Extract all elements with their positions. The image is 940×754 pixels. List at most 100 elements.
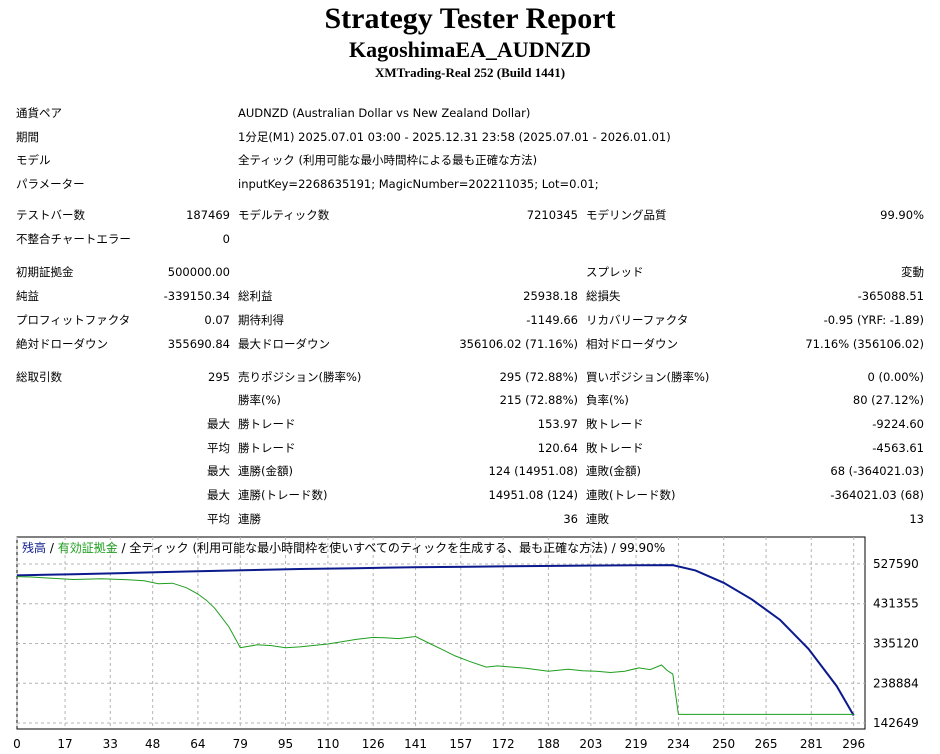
stat-value: 14951.08 (124) <box>488 488 578 502</box>
stat-label: 期待利得 <box>238 313 284 327</box>
stat-value: 99.90% <box>880 208 924 222</box>
stat-value: -9224.60 <box>872 417 924 431</box>
qualifier-label: 最大 <box>207 488 230 502</box>
stat-value: -364021.03 (68) <box>830 488 924 502</box>
x-tick-label: 126 <box>362 737 385 751</box>
x-tick-label: 265 <box>755 737 778 751</box>
legend-separator: / <box>46 541 58 555</box>
stat-label: プロフィットファクタ <box>16 313 131 327</box>
balance-equity-chart: 527590 431355 335120 238884 142649 0 17 33 48 64… <box>13 536 919 751</box>
stat-label: 買いポジション(勝率%) <box>586 370 710 384</box>
y-tick-label: 142649 <box>873 716 919 730</box>
stat-value: 153.97 <box>537 417 578 431</box>
ea-symbol-title: KagoshimaEA_AUDNZD <box>348 37 592 62</box>
symbol-label: 通貨ペア <box>16 106 62 120</box>
stat-value: 71.16% (356106.02) <box>805 337 924 351</box>
stat-value: 187469 <box>186 208 230 222</box>
qualifier-label: 最大 <box>207 464 230 478</box>
stat-value: 25938.18 <box>523 289 578 303</box>
stat-label: 負率(%) <box>586 393 629 407</box>
stat-label: 売りポジション(勝率%) <box>238 370 362 384</box>
plot-frame <box>16 536 866 730</box>
stat-value: 68 (-364021.03) <box>830 464 924 478</box>
stat-label: 連勝(トレード数) <box>238 488 328 502</box>
stat-value: 80 (27.12%) <box>852 393 924 407</box>
stat-label: 総損失 <box>586 289 621 303</box>
model-label: モデル <box>16 153 51 167</box>
period-value: 1分足(M1) 2025.07.01 03:00 - 2025.12.31 23… <box>238 130 671 144</box>
stat-value: -365088.51 <box>857 289 924 303</box>
stat-value: 124 (14951.08) <box>488 464 578 478</box>
stat-label: 連敗(トレード数) <box>586 488 676 502</box>
params-value: inputKey=2268635191; MagicNumber=2022110… <box>238 177 599 191</box>
stat-value: -1149.66 <box>526 313 578 327</box>
stat-value: 13 <box>909 512 924 526</box>
stat-label: 敗トレード <box>586 417 644 431</box>
x-tick-label: 172 <box>492 737 515 751</box>
stat-label: 総取引数 <box>16 370 62 384</box>
stat-value: -339150.34 <box>163 289 230 303</box>
stat-value: 295 <box>208 370 230 384</box>
x-tick-label: 296 <box>842 737 865 751</box>
stat-label: 純益 <box>16 289 39 303</box>
period-label: 期間 <box>16 130 39 144</box>
params-label: パラメーター <box>16 177 85 191</box>
stat-label: リカバリーファクタ <box>586 313 689 327</box>
stat-label: 勝トレード <box>238 417 296 431</box>
qualifier-label: 平均 <box>207 512 230 526</box>
x-tick-label: 219 <box>625 737 648 751</box>
model-value: 全ティック (利用可能な最小時間枠による最も正確な方法) <box>238 153 538 167</box>
stat-value: 0 <box>222 232 230 246</box>
qualifier-label: 平均 <box>207 441 230 455</box>
report-title: Strategy Tester Report <box>324 2 616 35</box>
x-tick-label: 250 <box>712 737 735 751</box>
x-tick-label: 95 <box>278 737 293 751</box>
equity-line <box>16 576 854 715</box>
stat-label: 連勝(金額) <box>238 464 293 478</box>
x-tick-label: 48 <box>145 737 160 751</box>
stat-label: 総利益 <box>238 289 273 303</box>
stat-value: 7210345 <box>526 208 578 222</box>
y-tick-label: 335120 <box>873 636 919 650</box>
legend-equity: 有効証拠金 <box>58 540 118 555</box>
stat-value: 295 (72.88%) <box>499 370 578 384</box>
legend-description: / 全ティック (利用可能な最小時間枠を使いすべてのティックを生成する、最も正確… <box>118 540 666 555</box>
y-tick-label: 238884 <box>873 676 919 690</box>
stat-value: 120.64 <box>537 441 578 455</box>
balance-line <box>16 564 855 717</box>
stat-label: テストバー数 <box>16 208 85 222</box>
stat-value: 215 (72.88%) <box>499 393 578 407</box>
x-tick-label: 0 <box>13 737 21 751</box>
stat-label: 勝率(%) <box>238 393 281 407</box>
x-tick-label: 110 <box>316 737 339 751</box>
stat-label: 敗トレード <box>586 441 644 455</box>
stat-value: 0.07 <box>204 313 230 327</box>
stat-label: 相対ドローダウン <box>586 337 678 351</box>
stat-label: 勝トレード <box>238 441 296 455</box>
x-tick-label: 33 <box>103 737 118 751</box>
x-tick-label: 234 <box>667 737 690 751</box>
chart-legend: 残高 / 有効証拠金 / 全ティック (利用可能な最小時間枠を使いすべてのティッ… <box>22 540 665 555</box>
x-tick-label: 188 <box>537 737 560 751</box>
y-axis-ticks: 527590 431355 335120 238884 142649 <box>873 557 919 730</box>
y-tick-label: 431355 <box>873 597 919 611</box>
stat-label: 連勝 <box>238 512 261 526</box>
legend-balance: 残高 <box>22 540 46 555</box>
stat-label: 不整合チャートエラー <box>16 232 131 246</box>
stat-value: -0.95 (YRF: -1.89) <box>823 313 924 327</box>
server-build: XMTrading-Real 252 (Build 1441) <box>374 65 566 80</box>
stat-value: -4563.61 <box>872 441 924 455</box>
stat-label: 連敗(金額) <box>586 464 641 478</box>
x-tick-label: 79 <box>233 737 248 751</box>
symbol-value: AUDNZD (Australian Dollar vs New Zealand… <box>238 106 531 120</box>
stat-label: モデリング品質 <box>586 208 667 222</box>
stat-label: 連敗 <box>586 512 609 526</box>
stat-value: 36 <box>563 512 578 526</box>
stat-label: 絶対ドローダウン <box>16 337 108 351</box>
stat-value: 0 (0.00%) <box>867 370 924 384</box>
x-tick-label: 157 <box>449 737 472 751</box>
x-axis-ticks: 0 17 33 48 64 79 95 110 126 141 157 172 188 203 219 234… <box>13 737 865 751</box>
stat-value: 500000.00 <box>167 265 230 279</box>
stat-label: 最大ドローダウン <box>238 337 330 351</box>
x-tick-label: 64 <box>190 737 205 751</box>
